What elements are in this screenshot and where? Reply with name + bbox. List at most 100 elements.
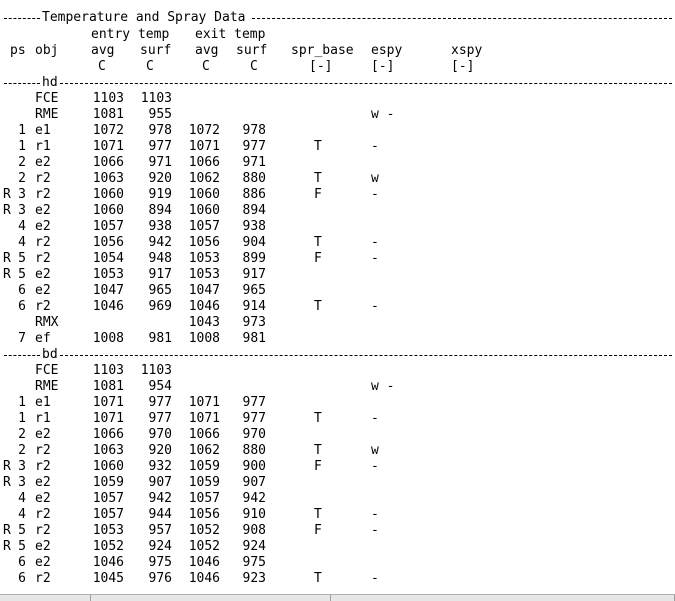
object-name: e2 [35, 427, 51, 442]
pass-number: 6 [18, 571, 26, 586]
rev-flag: R [3, 475, 11, 490]
spr-base-value: F [314, 459, 322, 474]
rev-flag: R [3, 459, 11, 474]
unit-xspy: [-] [451, 59, 475, 74]
scrollbar-segment [90, 595, 331, 601]
table-row: 1 e1 1071 977 1071 977 [0, 395, 675, 411]
exit-avg-value: 1066 [188, 427, 220, 442]
exit-avg-value: 1071 [188, 139, 220, 154]
table-row: FCE 1103 1103 [0, 91, 675, 107]
spr-base-value: T [314, 299, 322, 314]
exit-avg-value: 1056 [188, 507, 220, 522]
spr-base-value: F [314, 187, 322, 202]
espy-value: w - [371, 107, 395, 122]
entry-avg-value: 1081 [92, 379, 124, 394]
pass-number: 4 [18, 219, 26, 234]
exit-surf-value: 917 [242, 267, 266, 282]
entry-avg-value: 1054 [92, 251, 124, 266]
exit-surf-value: 904 [242, 235, 266, 250]
header-obj: obj [35, 43, 59, 58]
spr-base-value: T [314, 443, 322, 458]
header-exit-temp: exit temp [195, 27, 266, 42]
object-name: r2 [35, 507, 51, 522]
pass-number: 5 [18, 523, 26, 538]
table-row: R 3 e2 1060 894 1060 894 [0, 203, 675, 219]
exit-surf-value: 970 [242, 427, 266, 442]
entry-surf-value: 975 [148, 555, 172, 570]
object-name: r2 [35, 251, 51, 266]
pass-number: 3 [18, 203, 26, 218]
table-row: 4 r2 1056 942 1056 904 T - [0, 235, 675, 251]
entry-avg-value: 1057 [92, 491, 124, 506]
entry-avg-value: 1052 [92, 539, 124, 554]
entry-avg-value: 1081 [92, 107, 124, 122]
header-exit-surf: surf [236, 43, 268, 58]
pass-number: 7 [18, 331, 26, 346]
entry-surf-value: 944 [148, 507, 172, 522]
exit-surf-value: 942 [242, 491, 266, 506]
entry-avg-value: 1057 [92, 219, 124, 234]
header-ps: ps [10, 43, 26, 58]
pass-number: 4 [18, 507, 26, 522]
entry-avg-value: 1056 [92, 235, 124, 250]
pass-number: 2 [18, 171, 26, 186]
espy-value: - [371, 411, 379, 426]
espy-value: - [371, 187, 379, 202]
object-name: e1 [35, 123, 51, 138]
exit-avg-value: 1043 [188, 315, 220, 330]
header-espy: espy [371, 43, 403, 58]
section-rule-right [60, 83, 672, 84]
entry-surf-value: 969 [148, 299, 172, 314]
exit-surf-value: 975 [242, 555, 266, 570]
title-rule-left [4, 18, 40, 19]
entry-avg-value: 1060 [92, 187, 124, 202]
rev-flag: R [3, 523, 11, 538]
entry-avg-value: 1060 [92, 203, 124, 218]
entry-avg-value: 1060 [92, 459, 124, 474]
exit-surf-value: 938 [242, 219, 266, 234]
unit-espy: [-] [371, 59, 395, 74]
table-row: RME 1081 955 w - [0, 107, 675, 123]
table-row: R 3 r2 1060 919 1060 886 F - [0, 187, 675, 203]
scrollbar-segment [330, 595, 675, 601]
entry-avg-value: 1053 [92, 523, 124, 538]
espy-value: - [371, 299, 379, 314]
object-name: r2 [35, 571, 51, 586]
object-name: e2 [35, 555, 51, 570]
pass-number: 1 [18, 123, 26, 138]
entry-surf-value: 965 [148, 283, 172, 298]
table-row: FCE 1103 1103 [0, 363, 675, 379]
entry-surf-value: 978 [148, 123, 172, 138]
entry-surf-value: 970 [148, 427, 172, 442]
table-row: 7 ef 1008 981 1008 981 [0, 331, 675, 347]
exit-avg-value: 1047 [188, 283, 220, 298]
entry-avg-value: 1063 [92, 171, 124, 186]
exit-avg-value: 1071 [188, 411, 220, 426]
header-row-3: C C C C [-] [-] [-] [0, 59, 675, 75]
entry-surf-value: 942 [148, 235, 172, 250]
object-name: e2 [35, 203, 51, 218]
exit-surf-value: 894 [242, 203, 266, 218]
object-name: e2 [35, 283, 51, 298]
object-name: FCE [35, 363, 59, 378]
exit-avg-value: 1059 [188, 475, 220, 490]
object-name: RME [35, 107, 59, 122]
pass-number: 1 [18, 411, 26, 426]
exit-avg-value: 1046 [188, 571, 220, 586]
exit-surf-value: 914 [242, 299, 266, 314]
exit-surf-value: 924 [242, 539, 266, 554]
table-row: 2 e2 1066 971 1066 971 [0, 155, 675, 171]
exit-avg-value: 1053 [188, 267, 220, 282]
object-name: e1 [35, 395, 51, 410]
table-row: 6 e2 1046 975 1046 975 [0, 555, 675, 571]
exit-surf-value: 908 [242, 523, 266, 538]
section-label: bd [42, 347, 58, 362]
exit-surf-value: 900 [242, 459, 266, 474]
entry-surf-value: 894 [148, 203, 172, 218]
entry-avg-value: 1046 [92, 555, 124, 570]
object-name: r2 [35, 459, 51, 474]
entry-surf-value: 977 [148, 411, 172, 426]
exit-surf-value: 965 [242, 283, 266, 298]
